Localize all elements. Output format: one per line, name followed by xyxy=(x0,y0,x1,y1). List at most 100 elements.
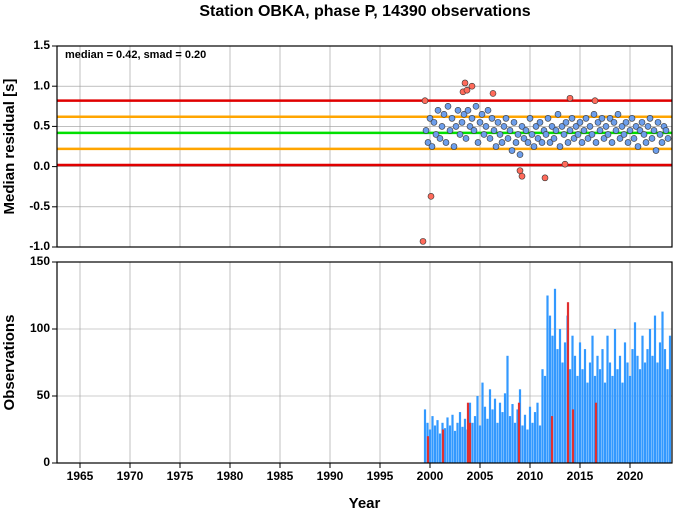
point xyxy=(550,135,558,142)
point xyxy=(546,139,554,146)
point xyxy=(578,139,586,146)
point xyxy=(576,119,584,126)
bar xyxy=(433,425,437,463)
point xyxy=(604,131,612,138)
point xyxy=(658,139,666,146)
bar xyxy=(458,412,462,463)
bar xyxy=(498,402,502,463)
bar xyxy=(566,302,570,463)
bar xyxy=(516,409,519,463)
bar xyxy=(491,409,494,463)
point xyxy=(610,119,618,126)
bar xyxy=(606,335,609,463)
point xyxy=(532,123,540,130)
point xyxy=(620,131,628,138)
point xyxy=(572,123,580,130)
bar xyxy=(436,420,439,463)
point xyxy=(444,103,452,110)
bar xyxy=(486,418,489,463)
x-tick-label: 2000 xyxy=(417,469,444,483)
point xyxy=(484,107,492,114)
bar xyxy=(443,428,447,463)
point xyxy=(458,119,466,126)
bar xyxy=(503,393,507,463)
bar xyxy=(658,342,662,463)
y-tick-label: 0.5 xyxy=(33,119,50,133)
bar xyxy=(576,375,579,463)
y-tick-label: -0.5 xyxy=(29,199,50,213)
point xyxy=(512,139,520,146)
bar xyxy=(446,417,449,463)
bar xyxy=(453,430,457,463)
bar xyxy=(506,355,509,463)
bar xyxy=(638,369,642,463)
x-tick-label: 2005 xyxy=(467,469,494,483)
bar xyxy=(488,389,492,463)
bar xyxy=(571,335,574,463)
point xyxy=(461,79,469,87)
y-axis-label: Observations xyxy=(1,315,18,411)
point xyxy=(654,119,662,126)
point xyxy=(618,123,626,130)
bar xyxy=(571,409,575,463)
bar xyxy=(521,425,524,463)
bar xyxy=(613,329,617,463)
point xyxy=(446,127,454,134)
point xyxy=(656,131,664,138)
point xyxy=(436,135,444,142)
point xyxy=(440,111,448,118)
point xyxy=(434,107,442,114)
bar xyxy=(448,425,452,463)
point xyxy=(426,115,434,122)
bar xyxy=(483,406,487,463)
bar xyxy=(528,406,532,463)
bar xyxy=(568,369,572,463)
bar xyxy=(636,355,639,463)
point xyxy=(580,127,588,134)
x-tick-label: 1965 xyxy=(67,469,94,483)
point xyxy=(568,115,576,122)
bar xyxy=(653,315,657,463)
point xyxy=(662,127,670,134)
bar xyxy=(538,425,542,463)
point xyxy=(596,127,604,134)
bar xyxy=(451,414,454,463)
point xyxy=(419,238,427,245)
point xyxy=(450,143,458,150)
point xyxy=(638,119,646,126)
y-tick-label: 1.0 xyxy=(33,78,50,92)
bar xyxy=(423,409,427,463)
point xyxy=(508,147,516,154)
bar xyxy=(461,426,464,463)
point xyxy=(526,115,534,122)
point xyxy=(626,127,634,134)
bar xyxy=(428,429,432,463)
point xyxy=(652,147,660,154)
bar xyxy=(478,425,482,463)
bar xyxy=(550,416,554,463)
bar xyxy=(438,433,442,463)
point xyxy=(456,131,464,138)
point xyxy=(630,135,638,142)
point xyxy=(574,131,582,138)
y-tick-label: 100 xyxy=(30,321,50,335)
x-tick-label: 1985 xyxy=(267,469,294,483)
point xyxy=(556,143,564,150)
point xyxy=(470,127,478,134)
point xyxy=(570,135,578,142)
point xyxy=(552,127,560,134)
point xyxy=(422,127,430,134)
point xyxy=(448,115,456,122)
point xyxy=(463,86,471,94)
bar xyxy=(626,362,629,463)
bar xyxy=(543,375,547,463)
point xyxy=(646,115,654,122)
point xyxy=(608,139,616,146)
bar xyxy=(473,416,477,463)
bar xyxy=(496,422,499,463)
point xyxy=(488,115,496,122)
x-tick-label: 1980 xyxy=(217,469,244,483)
x-tick-label: 2020 xyxy=(617,469,644,483)
point xyxy=(664,135,672,142)
point xyxy=(500,123,508,130)
